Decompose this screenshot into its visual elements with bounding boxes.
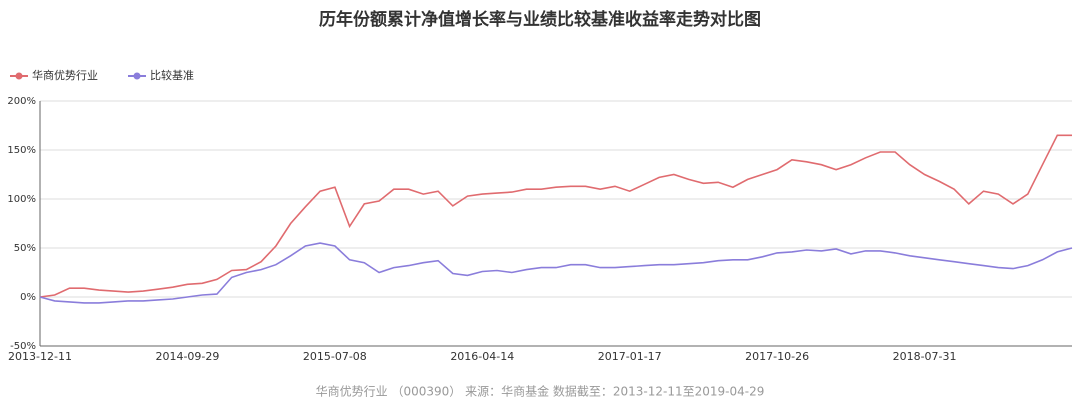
chart-title: 历年份额累计净值增长率与业绩比较基准收益率走势对比图 (319, 9, 761, 30)
legend-label[interactable]: 华商优势行业 (32, 68, 98, 82)
source-note: 华商优势行业 （000390） 来源：华商基金 数据截至：2013-12-11至… (316, 384, 765, 399)
y-tick-label: 50% (14, 243, 36, 254)
y-tick-label: 0% (20, 292, 36, 303)
series-line (39, 134, 1072, 298)
x-tick-label: 2018-07-31 (893, 350, 957, 363)
y-tick-label: 100% (7, 194, 36, 205)
y-tick-label: 150% (7, 145, 36, 156)
legend-marker (133, 72, 141, 80)
x-tick-label: 2015-07-08 (303, 350, 367, 363)
y-tick-label: 200% (7, 96, 36, 107)
x-tick-label: 2017-10-26 (745, 350, 809, 363)
legend-label[interactable]: 比较基准 (150, 68, 194, 82)
y-tick-label: -50% (10, 341, 36, 352)
series-line (39, 242, 1073, 304)
x-tick-label: 2016-04-14 (450, 350, 514, 363)
x-tick-label: 2013-12-11 (8, 350, 72, 363)
legend-marker (15, 72, 23, 80)
x-tick-label: 2017-01-17 (598, 350, 662, 363)
x-tick-label: 2014-09-29 (155, 350, 219, 363)
